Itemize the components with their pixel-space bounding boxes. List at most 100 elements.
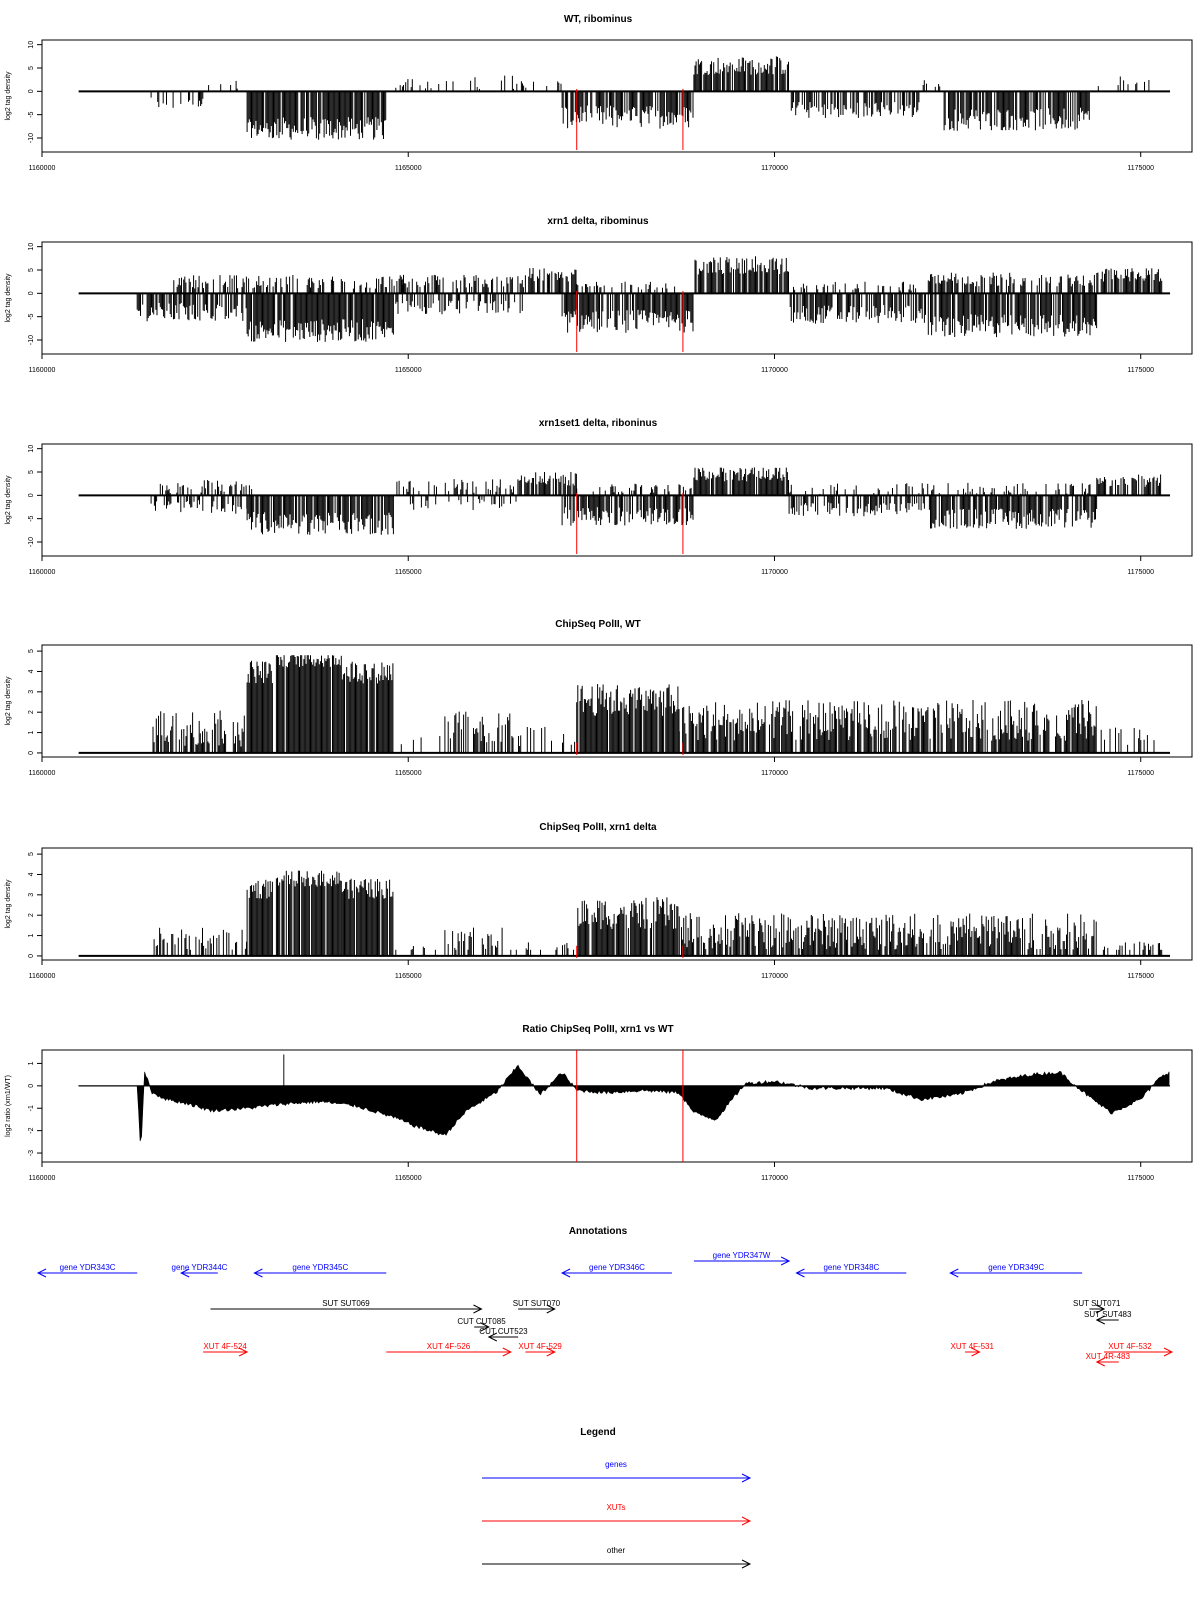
y-axis-label: log2 tag density bbox=[5, 676, 12, 726]
panel-title: ChipSeq PolII, xrn1 delta bbox=[539, 822, 657, 833]
x-tick-label: 1165000 bbox=[395, 973, 422, 980]
panel-frame bbox=[41, 644, 1193, 758]
ratio-area bbox=[78, 1064, 1170, 1142]
gene-annotation: gene YDR348C bbox=[795, 1263, 907, 1278]
xut-annotation: XUT 4F-531 bbox=[951, 1342, 995, 1357]
panel-frame bbox=[41, 39, 1193, 153]
annotation-label: gene YDR347W bbox=[713, 1251, 771, 1260]
panel-1: WT, ribominus -10 -5 0 5 10 log2 tag density 11… bbox=[5, 14, 1193, 172]
y-axis-label: log2 tag density bbox=[5, 71, 12, 121]
y-tick-label: -10 bbox=[28, 335, 35, 345]
legend: Legend genes XUTs other bbox=[482, 1427, 752, 1569]
annotation-label: XUT 4F-529 bbox=[518, 1342, 562, 1351]
x-tick-label: 1165000 bbox=[395, 569, 422, 576]
arrowhead bbox=[180, 1268, 190, 1278]
annotation-label: gene YDR343C bbox=[60, 1263, 116, 1272]
y-tick-label: -5 bbox=[28, 515, 35, 521]
y-tick-label: 1 bbox=[28, 934, 35, 938]
panel-5: ChipSeq PolII, xrn1 delta 0 1 2 3 4 5 log2 tag … bbox=[5, 822, 1193, 980]
x-tick-label: 1165000 bbox=[395, 367, 422, 374]
x-tick-label: 1175000 bbox=[1127, 569, 1154, 576]
annotations-section: Annotations gene YDR343C gene YDR344C gene… bbox=[36, 1226, 1174, 1367]
signal-bars bbox=[150, 56, 1150, 140]
annotation-label: XUT 4F-531 bbox=[951, 1342, 995, 1351]
arrowhead bbox=[546, 1347, 556, 1357]
gene-annotation: gene YDR349C bbox=[949, 1263, 1083, 1278]
y-tick-label: 5 bbox=[28, 852, 35, 856]
legend-entries: genes XUTs other bbox=[482, 1460, 752, 1569]
legend-title: Legend bbox=[580, 1427, 616, 1438]
y-tick-label: 10 bbox=[28, 41, 35, 49]
y-tick-label: 5 bbox=[28, 268, 35, 272]
arrowhead bbox=[741, 1473, 752, 1483]
xut-annotation: XUT 4F-529 bbox=[518, 1342, 562, 1357]
arrowhead bbox=[487, 1332, 498, 1342]
panel-frame bbox=[41, 1049, 1193, 1163]
annotation-label: XUT 4F-524 bbox=[203, 1342, 247, 1351]
y-tick-label: 5 bbox=[28, 470, 35, 474]
arrowhead bbox=[502, 1347, 512, 1357]
y-tick-label: 0 bbox=[28, 291, 35, 295]
xut-annotation: XUT 4F-524 bbox=[203, 1342, 249, 1357]
arrowhead bbox=[1095, 1315, 1106, 1325]
annotation-label: SUT SUT070 bbox=[513, 1299, 561, 1308]
panel-2: xrn1 delta, ribominus -10 -5 0 5 10 log2 tag d… bbox=[5, 216, 1193, 374]
x-tick-label: 1175000 bbox=[1127, 367, 1154, 374]
signal-bars bbox=[136, 256, 1163, 342]
y-tick-label: 0 bbox=[28, 954, 35, 958]
legend-label: other bbox=[607, 1546, 626, 1555]
arrowhead bbox=[780, 1256, 791, 1266]
y-tick-label: -3 bbox=[28, 1150, 35, 1156]
legend-entry: genes bbox=[482, 1460, 752, 1483]
y-tick-label: -1 bbox=[28, 1105, 35, 1111]
panel-6: Ratio ChipSeq PolII, xrn1 vs WT -3 -2 -1 0 1 l… bbox=[5, 1024, 1193, 1182]
x-tick-label: 1170000 bbox=[761, 973, 788, 980]
x-tick-label: 1160000 bbox=[29, 165, 56, 172]
panel-4: ChipSeq PolII, WT 0 1 2 3 4 5 log2 tag density 1… bbox=[5, 619, 1193, 777]
arrowhead bbox=[36, 1268, 47, 1278]
annotation-label: gene YDR344C bbox=[172, 1263, 228, 1272]
y-tick-label: 2 bbox=[28, 710, 35, 714]
panel-title: ChipSeq PolII, WT bbox=[555, 619, 641, 630]
other-annotation: SUT SUT070 bbox=[513, 1299, 561, 1314]
other-annotation: SUT SUT071 bbox=[1073, 1299, 1121, 1314]
x-tick-label: 1165000 bbox=[395, 165, 422, 172]
y-axis-label: log2 tag density bbox=[5, 273, 12, 323]
gene-annotation: gene YDR346C bbox=[560, 1263, 672, 1278]
y-tick-label: 0 bbox=[28, 89, 35, 93]
y-tick-label: 4 bbox=[28, 872, 35, 876]
panel-frame bbox=[41, 847, 1193, 961]
x-tick-label: 1175000 bbox=[1127, 973, 1154, 980]
signal-bars bbox=[150, 467, 1162, 535]
y-tick-label: -2 bbox=[28, 1127, 35, 1133]
x-tick-label: 1170000 bbox=[761, 165, 788, 172]
gene-annotation: gene YDR347W bbox=[693, 1251, 791, 1266]
y-tick-label: 0 bbox=[28, 493, 35, 497]
xut-annotation: XUT 4F-526 bbox=[386, 1342, 512, 1357]
y-axis-label: log2 ratio (xrn1/WT) bbox=[5, 1075, 12, 1137]
x-tick-label: 1175000 bbox=[1127, 1175, 1154, 1182]
annotation-label: SUT SUT071 bbox=[1073, 1299, 1121, 1308]
annotations-title: Annotations bbox=[569, 1226, 628, 1237]
y-axis-label: log2 tag density bbox=[5, 475, 12, 525]
gene-annotation: gene YDR343C bbox=[36, 1263, 138, 1278]
y-tick-label: -5 bbox=[28, 313, 35, 319]
annotation-label: gene YDR349C bbox=[988, 1263, 1044, 1272]
x-tick-label: 1170000 bbox=[761, 569, 788, 576]
xut-annotation: XUT 4F-532 bbox=[1104, 1342, 1174, 1357]
arrowhead bbox=[795, 1268, 805, 1278]
y-tick-label: 10 bbox=[28, 445, 35, 453]
legend-entry: XUTs bbox=[482, 1503, 752, 1526]
y-tick-label: 0 bbox=[28, 1084, 35, 1088]
other-annotation: SUT SUT483 bbox=[1084, 1310, 1132, 1325]
y-tick-label: 5 bbox=[28, 649, 35, 653]
y-tick-label: -5 bbox=[28, 111, 35, 117]
arrowhead bbox=[741, 1559, 752, 1569]
other-annotation: CUT CUT085 bbox=[457, 1317, 506, 1332]
legend-label: XUTs bbox=[606, 1503, 625, 1512]
y-tick-label: 1 bbox=[28, 1061, 35, 1065]
x-tick-label: 1175000 bbox=[1127, 165, 1154, 172]
x-tick-label: 1160000 bbox=[29, 1175, 56, 1182]
annotation-label: SUT SUT483 bbox=[1084, 1310, 1132, 1319]
